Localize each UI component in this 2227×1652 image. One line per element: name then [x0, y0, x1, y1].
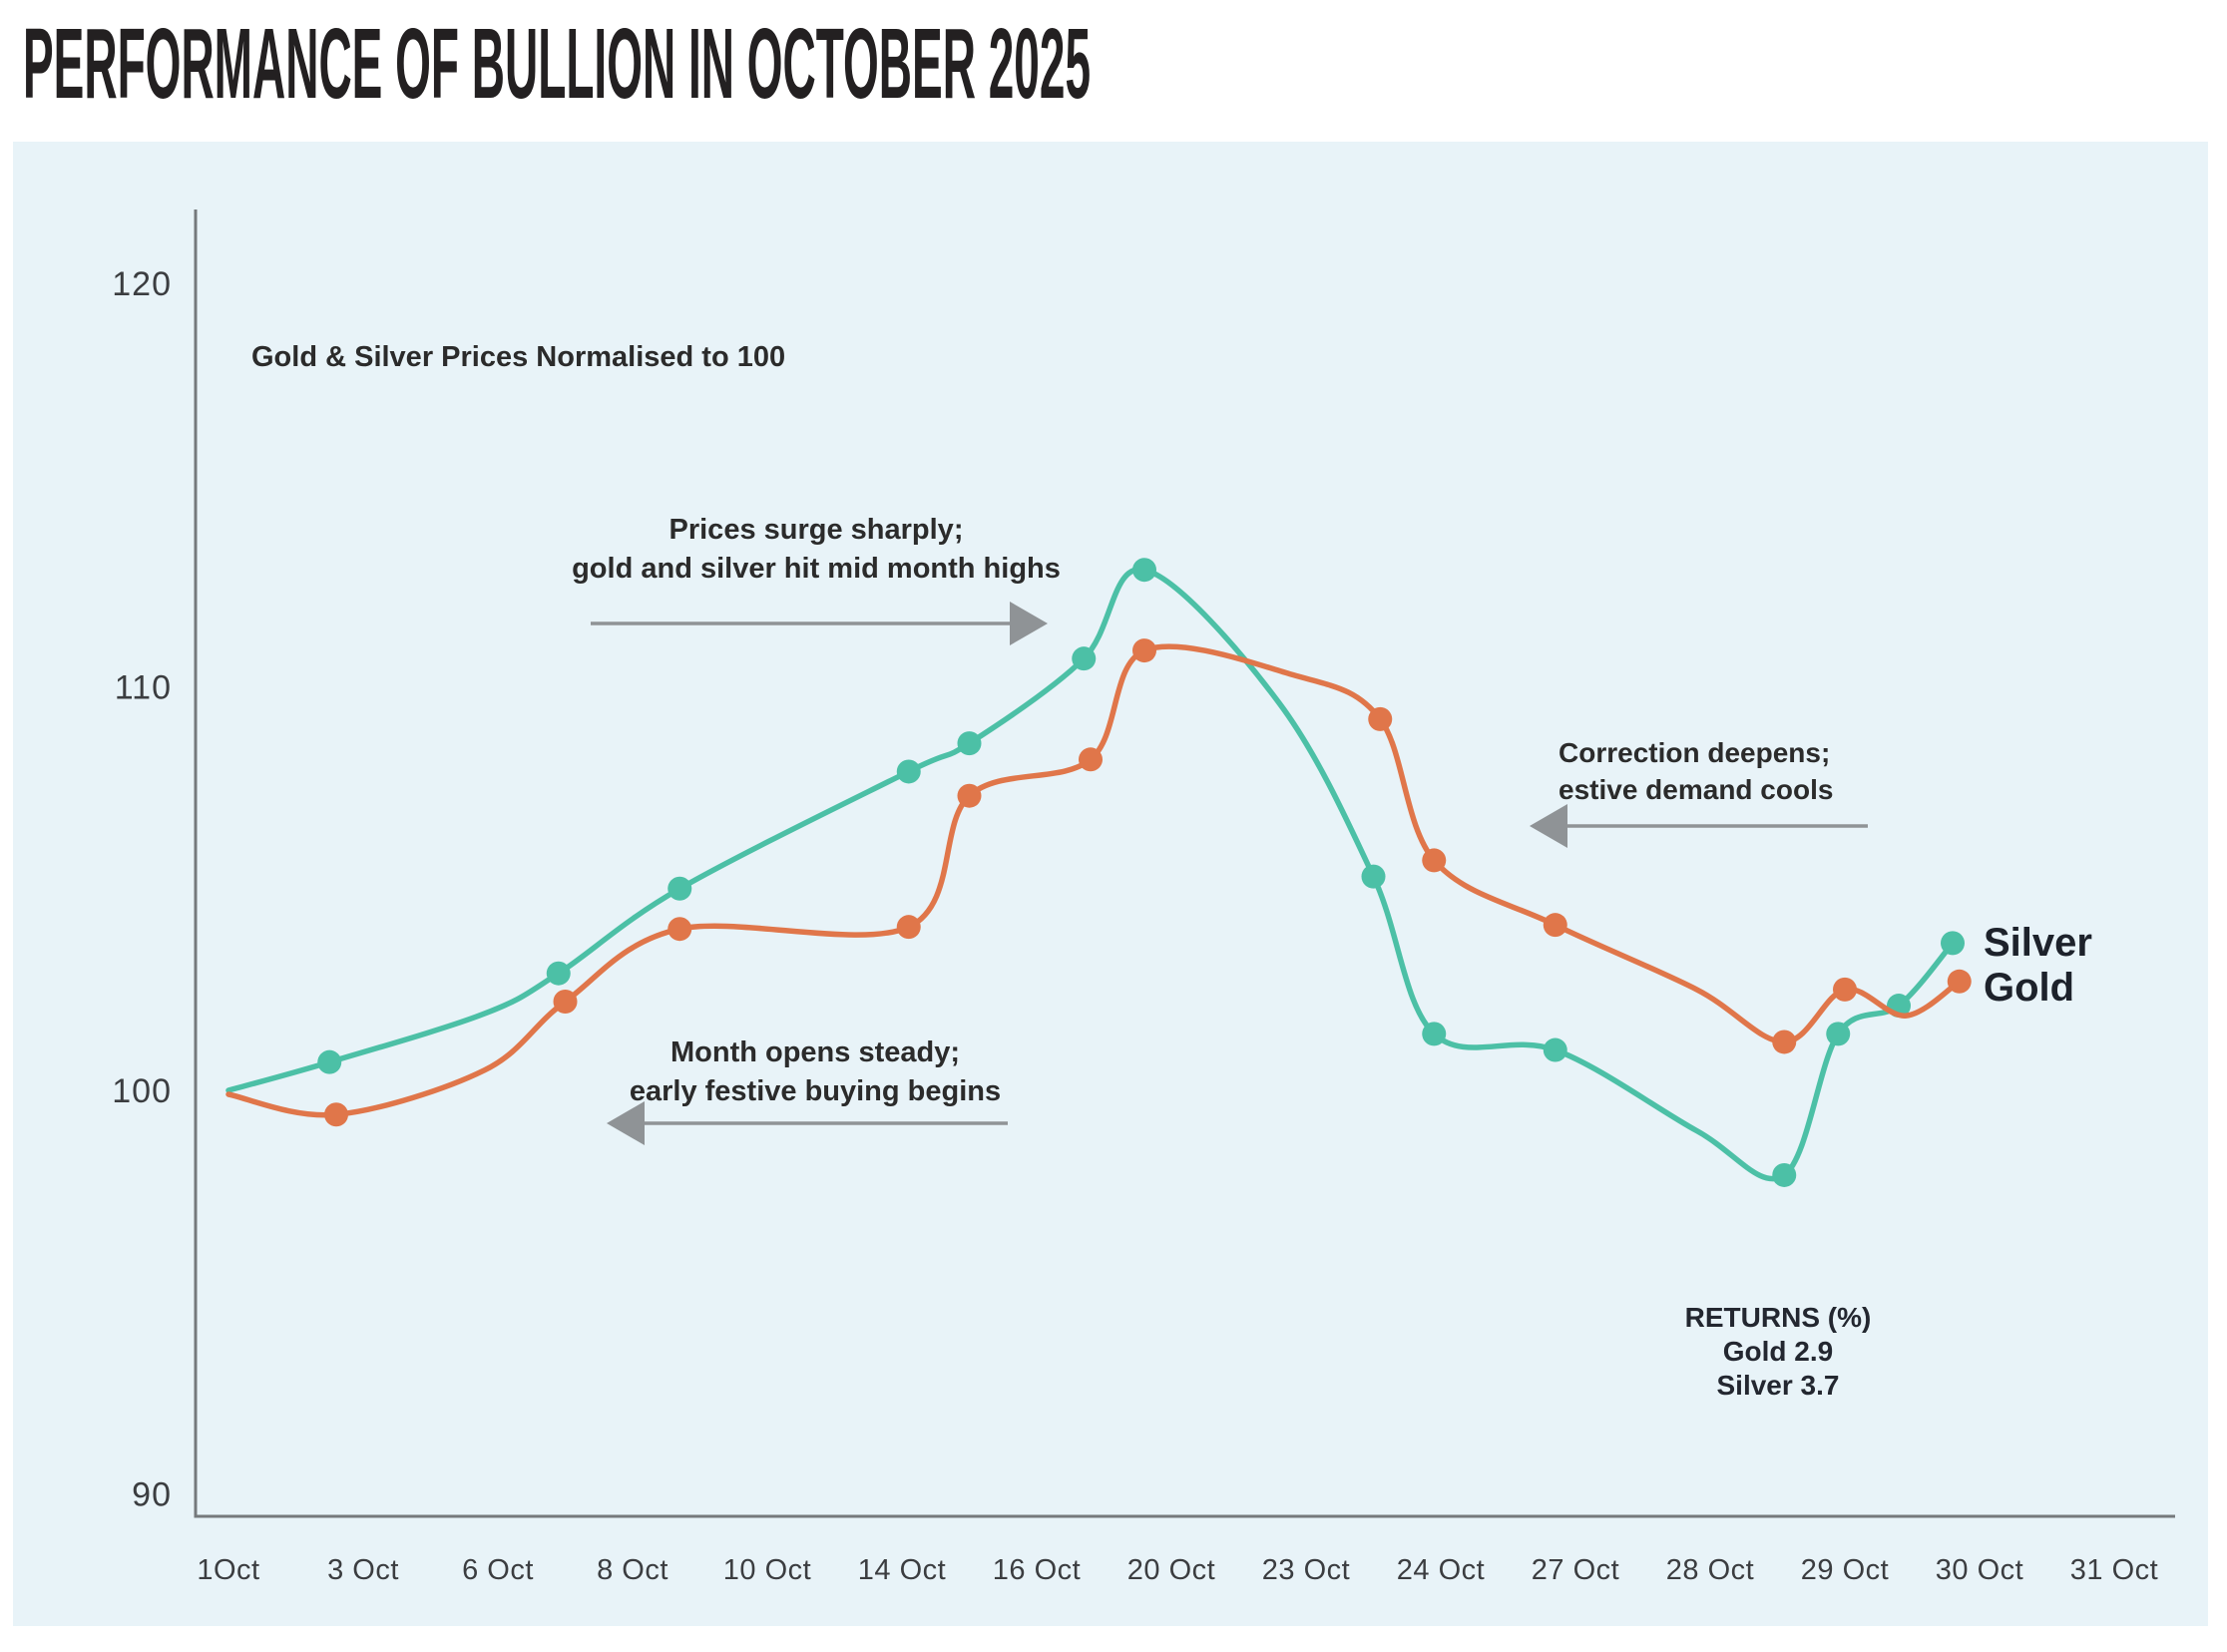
gold-data-point: [1833, 977, 1857, 1002]
y-tick-label: 100: [112, 1072, 172, 1110]
silver-data-point: [1826, 1022, 1851, 1046]
x-tick-label: 10 Oct: [723, 1554, 811, 1586]
gold-data-point: [1422, 848, 1447, 873]
silver-data-point: [1072, 646, 1097, 671]
prices-surge-arrow-head: [1010, 602, 1048, 645]
gold-series-label: Gold: [1984, 966, 2075, 1010]
gold-data-point: [1772, 1030, 1797, 1054]
silver-data-point: [668, 876, 692, 901]
gold-data-point: [1543, 913, 1567, 938]
gold-data-point: [1947, 969, 1972, 994]
x-tick-label: 29 Oct: [1801, 1554, 1889, 1586]
gold-data-point: [1368, 706, 1393, 731]
gold-data-point: [324, 1102, 348, 1127]
returns-gold-value: Gold 2.9: [1722, 1336, 1834, 1367]
x-tick-label: 16 Oct: [993, 1554, 1081, 1586]
silver-data-point: [1543, 1037, 1567, 1062]
gold-data-point: [1132, 638, 1156, 663]
returns-heading: RETURNS (%): [1684, 1302, 1872, 1333]
x-tick-label: 8 Oct: [597, 1554, 668, 1586]
y-tick-label: 120: [112, 265, 172, 303]
axes: [194, 209, 2175, 1518]
gold-data-point: [1079, 747, 1103, 772]
annotation-month-opens: Month opens steady; early festive buying…: [466, 1033, 1164, 1111]
silver-data-point: [957, 731, 982, 756]
silver-data-point: [317, 1049, 342, 1074]
month-opens-arrow-head: [607, 1101, 645, 1145]
y-tick-label: 110: [115, 669, 172, 707]
y-tick-label: 90: [132, 1476, 172, 1514]
annotation-prices-surge: Prices surge sharply; gold and silver hi…: [467, 511, 1165, 589]
gold-data-point: [668, 917, 692, 942]
x-tick-label: 23 Oct: [1262, 1554, 1350, 1586]
annotation-month-opens-line2: early festive buying begins: [629, 1075, 1002, 1107]
x-tick-label: 1Oct: [197, 1554, 259, 1586]
x-tick-label: 31 Oct: [2070, 1554, 2158, 1586]
annotation-correction-line1: Correction deepens;: [1559, 737, 1831, 768]
x-tick-label: 30 Oct: [1936, 1554, 2023, 1586]
annotation-correction-line2: estive demand cools: [1559, 774, 1834, 805]
chart-subtitle: Gold & Silver Prices Normalised to 100: [251, 341, 786, 373]
gold-data-point: [553, 990, 578, 1015]
x-tick-label: 24 Oct: [1397, 1554, 1485, 1586]
returns-silver-value: Silver 3.7: [1716, 1370, 1840, 1401]
correction-arrow-head: [1530, 804, 1567, 848]
x-tick-label: 6 Oct: [462, 1554, 534, 1586]
silver-series-label: Silver: [1984, 921, 2092, 965]
page-title: PERFORMANCE OF BULLION IN OCTOBER 2025: [23, 8, 1092, 120]
annotation-prices-surge-line2: gold and silver hit mid month highs: [572, 553, 1061, 585]
silver-data-point: [1422, 1022, 1447, 1046]
gold-data-point: [896, 915, 921, 940]
silver-data-point: [1941, 931, 1965, 956]
silver-data-point: [1132, 558, 1156, 583]
returns-summary: RETURNS (%) Gold 2.9 Silver 3.7: [1638, 1301, 1918, 1403]
annotation-correction: Correction deepens; estive demand cools: [1559, 734, 1978, 808]
gold-data-point: [957, 783, 982, 808]
chart-panel: [13, 142, 2208, 1626]
silver-data-point: [546, 961, 571, 986]
x-tick-label: 20 Oct: [1127, 1554, 1215, 1586]
x-tick-label: 3 Oct: [327, 1554, 399, 1586]
silver-data-point: [1361, 864, 1386, 889]
x-tick-label: 14 Oct: [858, 1554, 946, 1586]
x-tick-label: 28 Oct: [1666, 1554, 1754, 1586]
silver-data-point: [896, 759, 921, 784]
annotation-month-opens-line1: Month opens steady;: [669, 1036, 960, 1068]
x-tick-label: 27 Oct: [1532, 1554, 1619, 1586]
silver-data-point: [1772, 1162, 1797, 1187]
annotation-prices-surge-line1: Prices surge sharply;: [668, 514, 964, 546]
